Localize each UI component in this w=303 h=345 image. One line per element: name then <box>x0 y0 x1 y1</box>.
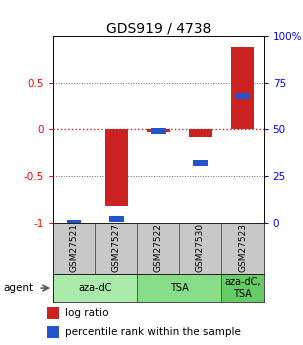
Text: GSM27521: GSM27521 <box>70 223 78 272</box>
Bar <box>179 223 221 274</box>
Bar <box>137 223 179 274</box>
Bar <box>221 274 264 302</box>
Bar <box>67 220 82 225</box>
Text: agent: agent <box>3 283 33 293</box>
Bar <box>105 129 128 206</box>
Text: GSM27527: GSM27527 <box>112 223 121 272</box>
Bar <box>221 223 264 274</box>
Bar <box>47 326 59 337</box>
Text: GSM27530: GSM27530 <box>196 223 205 272</box>
Bar <box>95 223 137 274</box>
Title: GDS919 / 4738: GDS919 / 4738 <box>106 21 211 35</box>
Bar <box>231 47 254 129</box>
Text: GSM27523: GSM27523 <box>238 223 247 272</box>
Bar <box>137 274 221 302</box>
Bar <box>109 216 124 221</box>
Text: aza-dC,
TSA: aza-dC, TSA <box>224 277 261 299</box>
Bar <box>151 128 166 134</box>
Bar <box>47 307 59 318</box>
Bar <box>53 223 95 274</box>
Bar <box>189 129 212 137</box>
Text: aza-dC: aza-dC <box>78 283 112 293</box>
Text: TSA: TSA <box>170 283 189 293</box>
Text: percentile rank within the sample: percentile rank within the sample <box>65 327 241 337</box>
Text: log ratio: log ratio <box>65 308 109 318</box>
Bar <box>53 274 137 302</box>
Text: GSM27522: GSM27522 <box>154 223 163 272</box>
Bar <box>193 160 208 166</box>
Bar <box>147 129 170 132</box>
Bar <box>235 93 250 99</box>
